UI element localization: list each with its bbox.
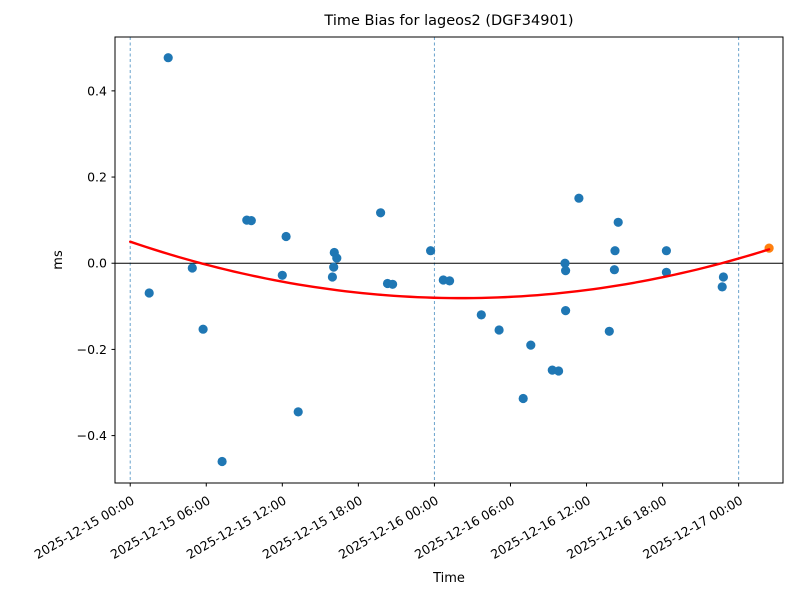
fit-curve [129,240,771,300]
y-axis-tick-labels: 0.4 0.2 0.0 −0.2 −0.4 [77,83,107,443]
y-tick-label: 0.0 [87,256,107,271]
data-point [561,266,571,276]
y-axis-label: ms [51,250,66,270]
data-point [187,263,197,273]
data-point [198,324,208,334]
data-point [217,456,227,467]
y-tick-label: 0.2 [87,170,107,185]
data-point [526,340,536,350]
grid-layer [129,37,740,483]
data-point [609,265,620,275]
data-point [293,407,303,417]
data-point [604,326,614,336]
data-point [327,272,337,282]
data-point [554,366,564,376]
chart-title: Time Bias for lageos2 (DGF34901) [323,13,573,29]
x-axis-label: Time [432,571,465,586]
data-point [718,272,729,282]
plot-frame [114,36,784,484]
data-point [376,208,386,218]
data-point [281,231,291,242]
data-point [717,282,727,292]
data-point [574,193,584,203]
data-point [494,325,504,335]
y-tick-label: 0.4 [87,83,107,98]
data-point [388,279,398,289]
data-point [661,267,672,277]
data-point [426,246,436,256]
data-point [610,246,620,256]
data-point [163,53,173,63]
data-point [561,306,571,316]
axis-ticks [111,90,740,487]
data-point [332,253,342,263]
data-point [613,217,623,227]
scatter-points [144,53,774,467]
data-point [518,393,528,404]
data-point [560,258,570,268]
y-tick-label: −0.4 [77,428,107,443]
data-point [445,276,455,286]
y-tick-label: −0.2 [77,342,107,357]
data-point [144,288,154,298]
data-point [246,216,256,226]
data-point [329,262,339,272]
data-point [476,310,486,320]
data-point [277,270,287,280]
data-point [661,246,672,256]
